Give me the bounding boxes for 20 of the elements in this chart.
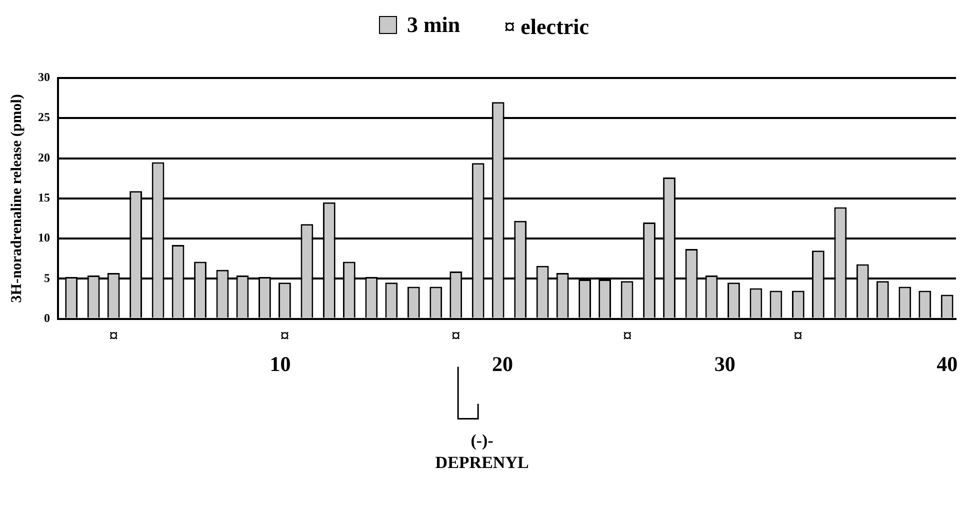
y-tick-label: 15 [38,190,50,204]
text: ¤ electric [504,14,590,40]
text: ¤ [280,325,290,346]
text: (-)- DEPRENYL [435,431,529,472]
y-tick-label: 20 [38,150,50,164]
y-tick-label: 30 [38,70,50,84]
y-axis-title: 3H-noradrenaline release (pmol) [8,94,25,303]
x-tick-label: 10 [270,352,291,376]
text: ¤ [451,325,460,346]
x-tick-label: 40 [936,352,958,376]
y-tick-label: 10 [38,230,50,245]
text: ¤ [109,325,118,346]
y-tick-label: 25 [38,110,50,124]
x-tick-label: 30 [714,352,736,376]
text: ¤ [793,325,802,346]
y-tick-label: 0 [44,310,50,325]
legend-label: 3 min [406,12,460,38]
y-tick-label: 5 [44,270,50,285]
x-tick-label: 20 [492,352,514,376]
text: ¤ [622,325,632,346]
